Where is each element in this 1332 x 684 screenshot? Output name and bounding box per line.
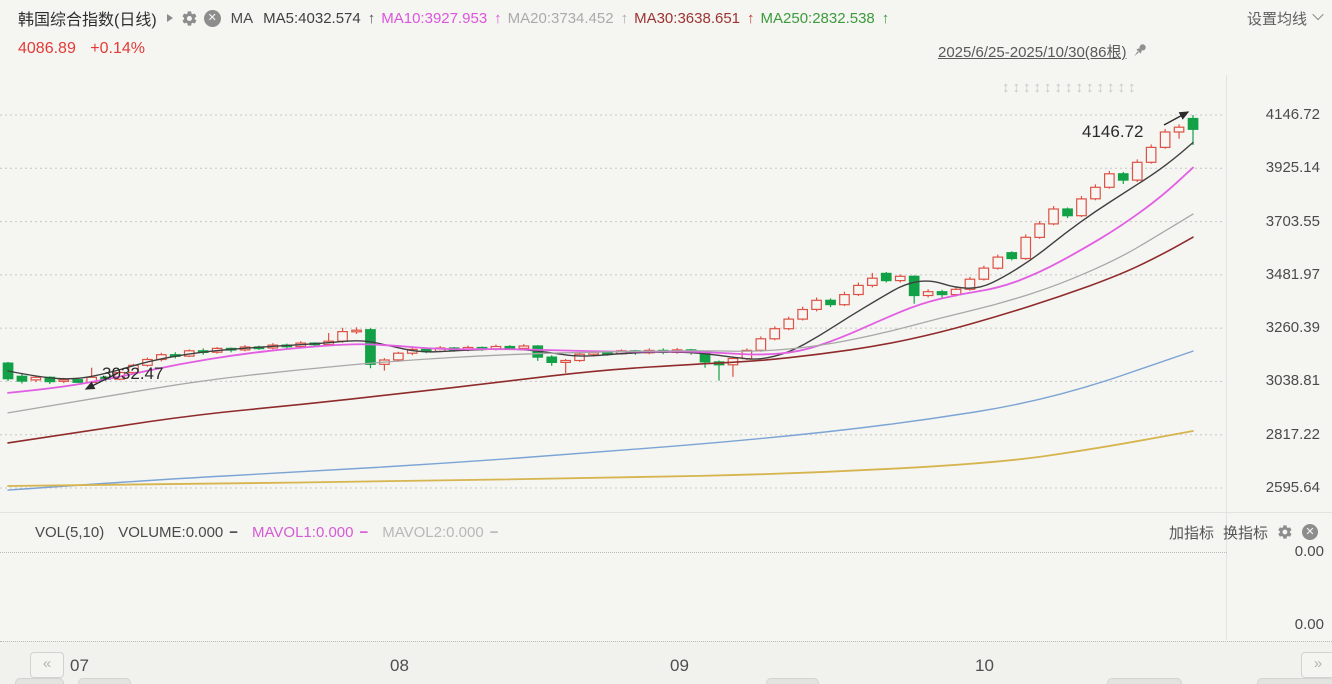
volume-legend: VOLUME:0.000 [118, 523, 224, 541]
chart-header: 韩国综合指数(日线) ✕ MA MA5:4032.574 ↑ MA10:3927… [18, 5, 1324, 31]
time-axis-label: 09 [670, 656, 689, 675]
price-axis-label: 3925.14 [1265, 159, 1320, 177]
mavol2-legend: MAVOL2:0.000 [382, 523, 484, 541]
time-axis-band: 07 08 09 10 [0, 641, 1332, 684]
scrollbar-segment[interactable] [78, 678, 131, 684]
ma30-up-arrow-icon: ↑ [747, 9, 755, 27]
price-axis-label: 4146.72 [1265, 106, 1320, 123]
scroll-left-button[interactable]: « [30, 652, 64, 678]
price-row: 4086.89 +0.14% [18, 40, 145, 58]
axis-separator [1226, 75, 1227, 640]
page-title[interactable]: 韩国综合指数(日线) [18, 12, 157, 29]
ma5-up-arrow-icon: ↑ [367, 9, 376, 27]
ma10-up-arrow-icon: ↑ [494, 9, 502, 27]
price-axis-label: 2595.64 [1265, 478, 1320, 496]
volume-gear-icon[interactable] [1277, 524, 1293, 540]
ma20-up-arrow-icon: ↑ [620, 9, 629, 27]
volume-dash-icon: − [229, 523, 239, 541]
scrollbar-segment[interactable] [1107, 678, 1182, 684]
price-axis-label: 2817.22 [1265, 425, 1320, 443]
mavol2-dash-icon: − [489, 523, 499, 541]
ma250-up-arrow-icon: ↑ [881, 9, 890, 27]
time-axis-label: 07 [70, 656, 89, 675]
volume-axis-upper-label: 0.00 [1294, 543, 1324, 560]
pin-icon[interactable] [1132, 42, 1148, 62]
date-range-link[interactable]: 2025/6/25-2025/10/30(86根) [938, 44, 1127, 61]
mavol1-legend: MAVOL1:0.000 [252, 523, 354, 541]
price-axis-label: 3260.39 [1265, 319, 1320, 337]
volume-header: VOL(5,10) VOLUME:0.000 − MAVOL1:0.000 − … [35, 520, 1318, 544]
gear-icon[interactable] [181, 10, 198, 27]
scrollbar-segment[interactable] [15, 678, 64, 684]
price-axis-label: 3703.55 [1265, 212, 1320, 230]
ma10-legend: MA10:3927.953 [381, 9, 488, 27]
volume-close-icon[interactable]: ✕ [1302, 524, 1318, 540]
price-axis[interactable]: 4146.72 3925.14 3703.55 3481.97 3260.39 3038.… [1236, 0, 1326, 684]
volume-pane-top-border [0, 552, 1227, 553]
time-axis-label: 10 [975, 656, 994, 675]
price-axis-label: 3038.81 [1265, 372, 1320, 390]
scrollbar-segment[interactable] [766, 678, 819, 684]
ma250-legend: MA250:2832.538 [760, 9, 875, 27]
ma20-legend: MA20:3734.452 [507, 9, 614, 27]
updown-arrows-row: ↕↕↕↕↕↕↕↕↕↕↕↕↕ [1002, 79, 1139, 96]
main-chart-canvas[interactable]: 4146.72 3032.47 [0, 75, 1225, 512]
ma30-legend: MA30:3638.651 [634, 9, 741, 27]
switch-indicator-button[interactable]: 换指标 [1222, 524, 1268, 542]
scroll-right-button[interactable]: » [1301, 652, 1332, 678]
ma-group-label: MA [230, 9, 254, 27]
vol-label: VOL(5,10) [35, 523, 105, 541]
date-range-row: 2025/6/25-2025/10/30(86根) [938, 41, 1148, 62]
scrollbar-segment[interactable] [1257, 678, 1332, 684]
mavol1-dash-icon: − [359, 523, 369, 541]
ma5-legend: MA5:4032.574 [263, 9, 361, 27]
add-indicator-button[interactable]: 加指标 [1168, 524, 1214, 542]
last-price: 4086.89 [18, 40, 76, 57]
svg-text:3032.47: 3032.47 [102, 364, 163, 383]
svg-text:4146.72: 4146.72 [1082, 122, 1143, 141]
pane-divider [0, 512, 1332, 513]
close-indicator-icon[interactable]: ✕ [203, 9, 221, 27]
price-axis-label: 3481.97 [1265, 265, 1320, 283]
volume-axis-lower-label: 0.00 [1294, 616, 1324, 633]
title-caret-icon[interactable] [166, 14, 173, 22]
price-change-percent: +0.14% [90, 40, 146, 57]
time-axis-label: 08 [390, 656, 409, 675]
ma-settings-button[interactable]: 设置均线 [1247, 8, 1324, 29]
